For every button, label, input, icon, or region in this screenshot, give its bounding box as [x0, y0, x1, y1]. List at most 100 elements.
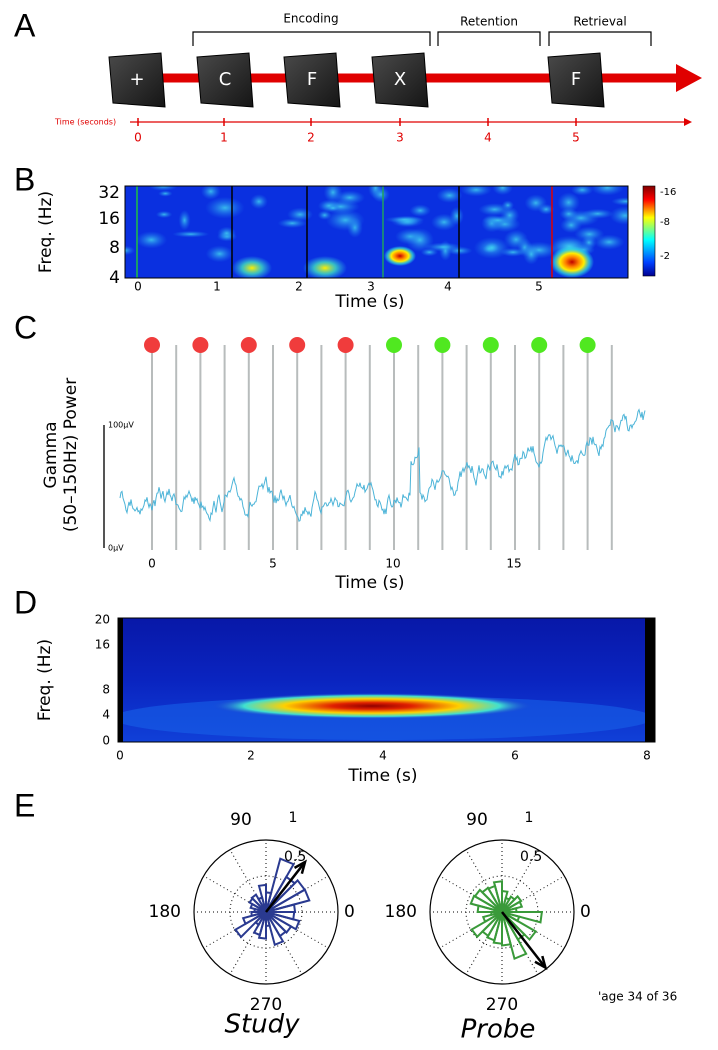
texture	[148, 186, 178, 191]
card	[547, 52, 605, 108]
power-blob	[550, 246, 594, 278]
rose-bin	[501, 911, 543, 924]
x-axis-label: Time (s)	[347, 766, 417, 786]
texture	[460, 186, 492, 197]
texture	[287, 207, 314, 222]
y-tick-label: 4	[102, 708, 110, 722]
page-number: 'age 34 of 36	[598, 990, 677, 1004]
y-axis-label: Freq. (Hz)	[36, 191, 56, 273]
texture	[523, 243, 540, 265]
card-symbol: F	[307, 69, 317, 90]
spectrogram-texture	[125, 186, 628, 278]
angle-label: 90	[230, 810, 252, 830]
angle-label: 270	[250, 995, 282, 1015]
gamma-plot	[119, 337, 646, 550]
rose-bin	[233, 911, 267, 939]
stimulus-dot	[386, 337, 402, 353]
polar-plot: 90 180 0 270 1 0.5 Study	[149, 810, 355, 1040]
y-tick-label: 0	[102, 734, 110, 748]
card-symbol: C	[219, 69, 232, 90]
colorbar-label: -2	[660, 251, 670, 262]
spectrogram	[118, 618, 655, 742]
colorbar	[642, 185, 656, 277]
angle-label: 180	[385, 902, 417, 922]
polar-plot: 90 180 0 270 1 0.5 Probe	[385, 810, 591, 1045]
texture	[581, 208, 614, 219]
texture	[537, 203, 555, 215]
stimulus-dot	[337, 337, 354, 353]
texture	[158, 190, 173, 197]
arrow-head	[676, 64, 702, 92]
mean-vector-head	[293, 859, 307, 874]
panel-letter: A	[14, 7, 36, 43]
panel-letter: B	[14, 161, 35, 197]
timeline-tick-label: 3	[396, 131, 404, 145]
texture	[384, 216, 425, 224]
card-symbol: X	[394, 69, 406, 90]
stimulus-dot	[579, 337, 596, 353]
card	[108, 52, 166, 108]
texture	[503, 229, 529, 250]
texture	[250, 194, 268, 210]
texture	[559, 207, 579, 221]
y-tick-label: 16	[98, 209, 120, 229]
texture	[611, 197, 628, 206]
texture	[478, 203, 511, 216]
power-blob	[232, 256, 272, 278]
polar-plots: 90 180 0 270 1 0.5 Study 90 180 0 270 1 0.5 Probe	[149, 810, 591, 1045]
angle-label: 90	[466, 810, 488, 830]
x-tick-label: 0	[116, 749, 124, 763]
texture	[560, 217, 583, 234]
radius-label: 0.5	[520, 849, 542, 865]
texture	[323, 186, 343, 203]
plot-name: Probe	[461, 1015, 536, 1045]
y-label-line: Gamma	[41, 421, 61, 488]
texture	[205, 245, 234, 263]
card	[371, 52, 429, 108]
texture	[205, 196, 245, 219]
mean-vector	[501, 911, 547, 969]
stimulus-dot	[289, 337, 306, 353]
gamma-trace	[119, 408, 646, 523]
phase-label: Retention	[460, 15, 518, 29]
timeline-label: Time (seconds)	[54, 118, 116, 127]
panel-letter: C	[14, 309, 37, 345]
x-tick-label: 6	[511, 749, 519, 763]
x-tick-label: 0	[134, 280, 142, 294]
texture	[557, 192, 580, 213]
texture	[571, 186, 594, 196]
x-axis-label: Time (s)	[334, 573, 404, 593]
spectrogram-frame	[124, 185, 629, 279]
x-tick-label: 4	[379, 749, 387, 763]
timeline-tick-label: 4	[484, 131, 492, 145]
x-tick-label: 10	[385, 557, 400, 571]
texture	[125, 245, 136, 256]
x-axis-label: Time (s)	[334, 292, 404, 312]
rose-bin	[476, 904, 503, 913]
card	[283, 52, 341, 108]
texture	[325, 209, 365, 231]
timeline-tick-label: 5	[572, 131, 580, 145]
y-tick-label: 16	[95, 638, 110, 652]
rose-bin	[265, 857, 296, 913]
card-symbol: F	[571, 69, 581, 90]
texture	[436, 188, 463, 203]
texture	[492, 186, 513, 196]
phase-label: Encoding	[283, 12, 338, 26]
panel-letter: E	[14, 787, 35, 823]
angle-label: 180	[149, 902, 181, 922]
stimulus-dot	[434, 337, 451, 353]
texture	[590, 186, 624, 196]
y-axis-label: Freq. (Hz)	[35, 639, 55, 721]
x-tick-label: 1	[213, 280, 221, 294]
x-tick-label: 5	[269, 557, 277, 571]
panel-letter: D	[14, 584, 37, 620]
mean-vector-head	[534, 955, 548, 971]
rose-bin	[265, 911, 296, 921]
x-tick-label: 0	[148, 557, 156, 571]
timeline-tick-label: 0	[134, 131, 142, 145]
y-tick-label: 32	[98, 183, 120, 203]
colorbar-label: -8	[660, 217, 670, 228]
texture	[326, 204, 340, 212]
radius-label: 0.5	[284, 849, 306, 865]
